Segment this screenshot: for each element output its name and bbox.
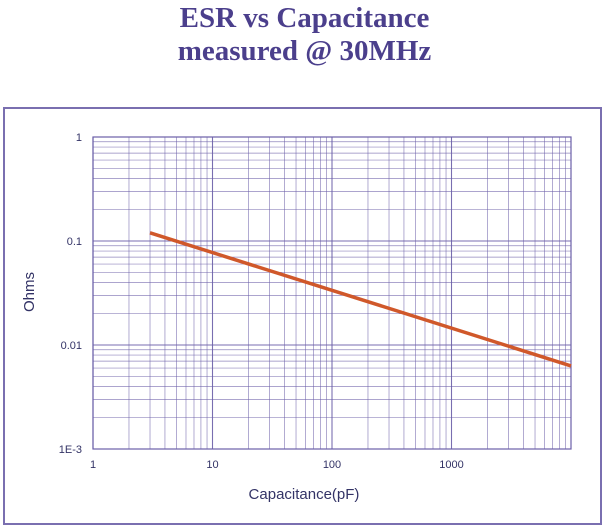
y-tick-label: 0.01 <box>61 340 82 352</box>
series-line <box>149 231 572 368</box>
series-lines <box>149 231 572 368</box>
x-tick-label: 1000 <box>439 459 463 471</box>
x-axis-label: Capacitance(pF) <box>249 486 360 503</box>
y-tick-labels: 1 0.1 0.01 1E-3 <box>59 132 82 456</box>
y-axis-label: Ohms <box>21 272 38 312</box>
x-tick-label: 10 <box>206 459 218 471</box>
x-tick-labels: 1 10 100 1000 <box>90 459 464 471</box>
x-tick-label: 1 <box>90 459 96 471</box>
y-tick-label: 1E-3 <box>59 444 82 456</box>
chart-frame: 1 10 100 1000 1 0.1 0.01 1E-3 Capacitance(pF) … <box>3 107 602 525</box>
title-line-1: ESR vs Capacitance <box>179 2 430 34</box>
grid-lines <box>92 136 572 450</box>
plot-border <box>92 136 572 450</box>
y-tick-label: 0.1 <box>67 236 82 248</box>
y-tick-label: 1 <box>76 132 82 144</box>
x-tick-label: 100 <box>323 459 341 471</box>
chart-title: ESR vs Capacitance measured @ 30MHz <box>0 2 609 68</box>
title-line-2: measured @ 30MHz <box>177 35 432 67</box>
